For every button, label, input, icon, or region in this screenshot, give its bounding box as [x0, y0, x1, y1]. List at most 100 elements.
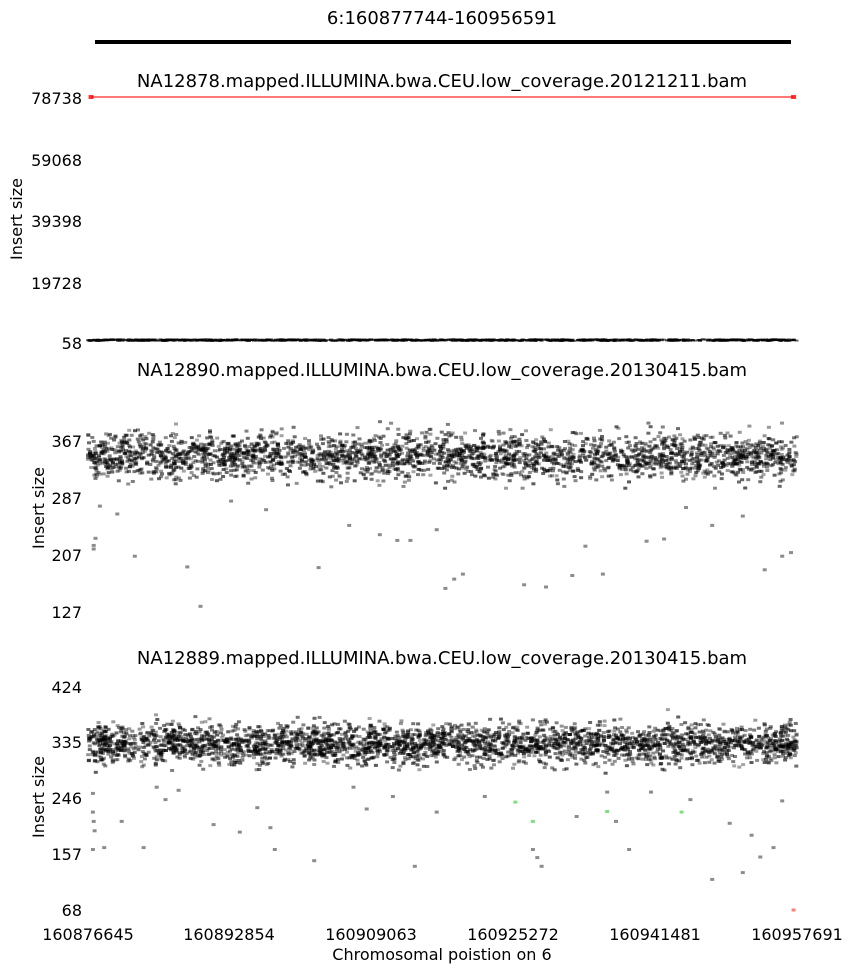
- data-point: [513, 471, 518, 475]
- data-point: [643, 443, 648, 447]
- data-point: [448, 734, 453, 738]
- data-point: [622, 454, 627, 458]
- data-point: [363, 446, 367, 450]
- data-point: [231, 456, 235, 460]
- data-point: [624, 459, 629, 463]
- data-point: [413, 452, 418, 456]
- data-point: [662, 443, 667, 447]
- data-point: [297, 727, 302, 731]
- data-point: [574, 762, 579, 766]
- data-point: [229, 736, 234, 740]
- data-point: [254, 449, 259, 453]
- data-point: [512, 459, 517, 463]
- data-point: [408, 452, 413, 456]
- data-point: [470, 473, 474, 477]
- data-point: [792, 738, 797, 742]
- data-point: [138, 471, 143, 475]
- data-point: [438, 450, 443, 453]
- data-point: [749, 454, 754, 458]
- data-point: [380, 468, 385, 472]
- x-tick: 160909063: [325, 925, 417, 944]
- data-point: [630, 465, 635, 469]
- data-point: [418, 452, 423, 456]
- data-point: [365, 470, 370, 474]
- data-point: [88, 455, 93, 459]
- data-point: [247, 468, 252, 472]
- data-point: [269, 441, 274, 445]
- data-point: [137, 443, 142, 447]
- data-point: [137, 745, 142, 749]
- data-point: [752, 448, 757, 452]
- data-point: [588, 721, 593, 724]
- data-point: [487, 733, 492, 737]
- data-point: [634, 469, 639, 473]
- data-point: [688, 458, 693, 462]
- data-point: [343, 458, 348, 462]
- data-point: [545, 459, 550, 462]
- data-point: [517, 441, 522, 445]
- data-point: [679, 442, 684, 446]
- data-point: [372, 437, 376, 441]
- data-point: [438, 458, 443, 462]
- data-point: [291, 440, 296, 444]
- data-point: [272, 440, 277, 444]
- data-point: [259, 428, 264, 432]
- panel-3-ylabel: Insert size: [29, 756, 48, 838]
- data-point: [550, 474, 554, 478]
- data-point: [641, 455, 646, 459]
- data-point: [544, 451, 549, 455]
- data-point: [792, 754, 797, 758]
- data-point: [782, 723, 787, 727]
- data-point: [528, 744, 533, 748]
- data-point: [268, 435, 273, 439]
- data-point: [633, 457, 638, 461]
- data-point: [463, 431, 468, 435]
- data-point: [222, 439, 227, 443]
- data-point: [613, 453, 618, 457]
- data-point: [288, 448, 293, 452]
- data-point: [619, 448, 623, 452]
- data-point: [230, 460, 235, 464]
- data-point: [474, 729, 479, 733]
- data-point: [104, 459, 109, 462]
- data-point: [645, 754, 649, 758]
- data-point: [567, 442, 572, 446]
- data-point: [669, 456, 674, 460]
- data-point: [613, 339, 618, 342]
- data-point: [88, 452, 93, 456]
- data-point: [404, 433, 409, 437]
- data-point: [584, 756, 589, 760]
- data-point: [792, 436, 797, 440]
- data-point: [390, 736, 395, 740]
- data-point: [589, 443, 594, 447]
- data-point: [713, 454, 717, 458]
- data-point: [648, 465, 653, 469]
- data-point: [517, 437, 522, 441]
- data-point: [726, 740, 731, 744]
- data-point: [502, 457, 507, 460]
- data-point: [633, 470, 638, 474]
- data-point: [219, 750, 224, 754]
- data-point: [492, 444, 496, 448]
- data-point: [155, 450, 160, 454]
- data-point: [651, 467, 656, 471]
- data-point: [665, 721, 670, 725]
- data-point: [117, 441, 122, 445]
- data-point: [173, 448, 178, 452]
- data-point: [199, 442, 204, 446]
- data-point: [221, 452, 226, 456]
- data-point: [459, 449, 464, 453]
- data-point: [635, 454, 640, 457]
- data-point: [348, 455, 352, 459]
- data-point: [493, 454, 498, 457]
- data-point: [377, 533, 382, 537]
- data-point: [226, 441, 231, 445]
- data-point: [359, 442, 364, 446]
- data-point: [275, 448, 279, 451]
- data-point: [216, 747, 220, 751]
- data-point: [552, 733, 557, 737]
- data-point: [506, 473, 511, 477]
- data-point: [210, 471, 215, 475]
- data-point: [314, 731, 319, 735]
- data-point: [169, 338, 174, 341]
